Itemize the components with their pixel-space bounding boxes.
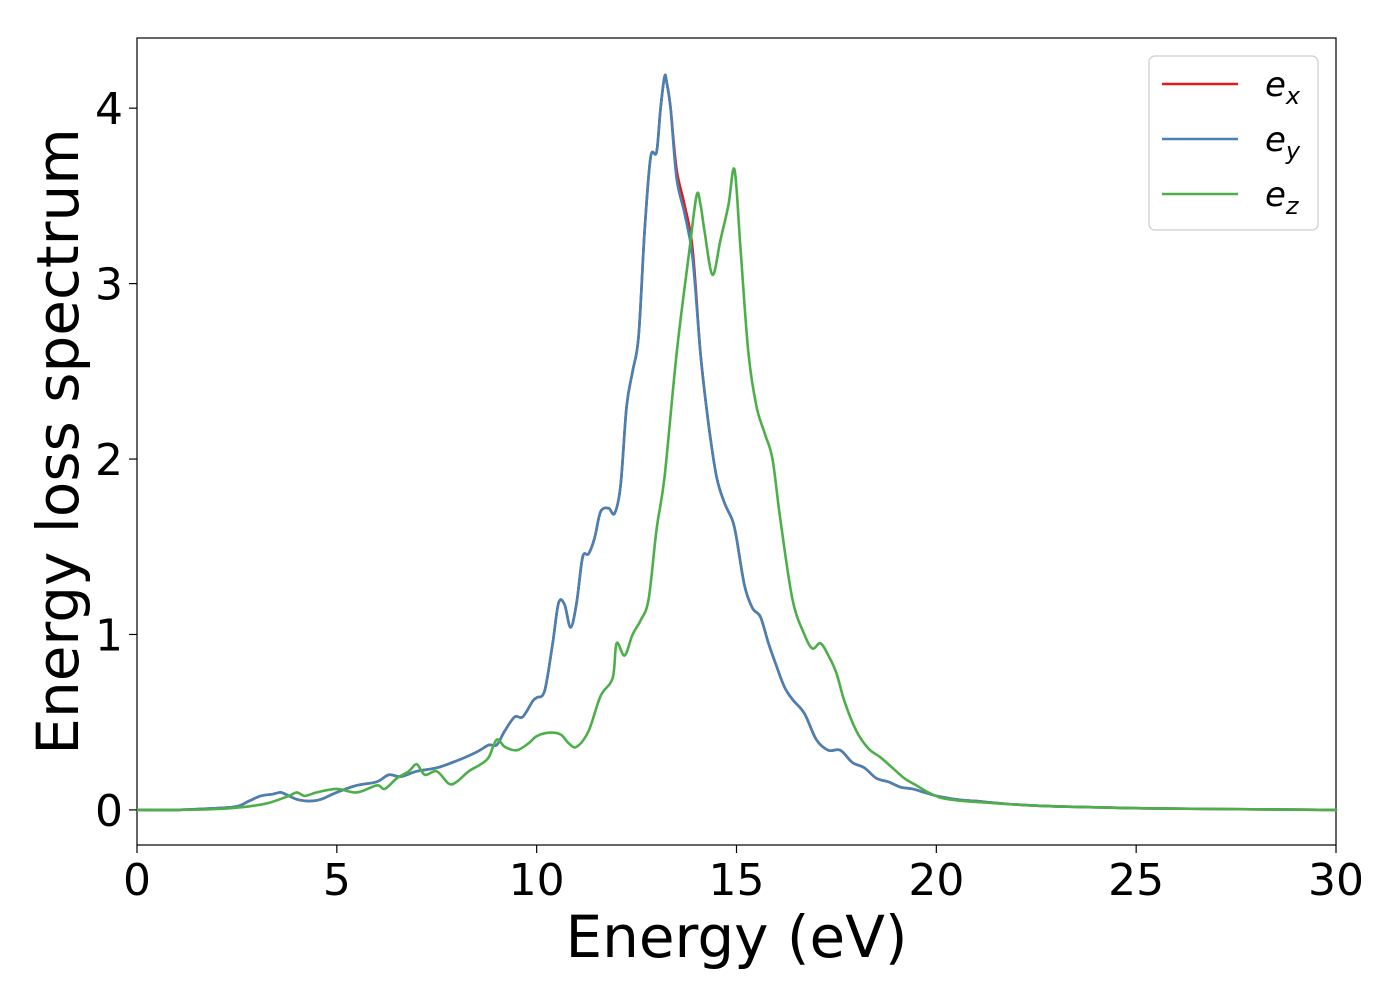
y-tick-label: 2	[95, 435, 123, 486]
x-tick-label: 30	[1308, 855, 1364, 906]
legend-label-x: ex	[1265, 65, 1301, 110]
y-axis-title: Energy loss spectrum	[24, 128, 92, 754]
y-tick-label: 1	[95, 610, 123, 661]
y-tick-label: 4	[95, 84, 123, 135]
x-tick-label: 20	[908, 855, 964, 906]
x-tick-label: 10	[509, 855, 565, 906]
x-tick-label: 15	[709, 855, 765, 906]
y-axis: 0 1 2 3 4	[95, 84, 137, 837]
series-line-z	[135, 167, 1338, 812]
y-tick-label: 0	[95, 786, 123, 837]
legend-box	[1148, 55, 1319, 231]
legend: ex ey ez	[1148, 55, 1319, 231]
legend-label-z: ez	[1265, 175, 1300, 220]
x-axis: 0 5 10 15 20 25 30	[123, 845, 1364, 906]
x-tick-label: 5	[323, 855, 351, 906]
x-axis-title: Energy (eV)	[565, 903, 907, 971]
x-tick-label: 25	[1108, 855, 1164, 906]
series-line-y	[135, 73, 1338, 812]
y-tick-label: 3	[95, 260, 123, 311]
x-tick-label: 0	[123, 855, 151, 906]
series-layer	[135, 73, 1338, 812]
legend-label-y: ey	[1265, 120, 1301, 165]
